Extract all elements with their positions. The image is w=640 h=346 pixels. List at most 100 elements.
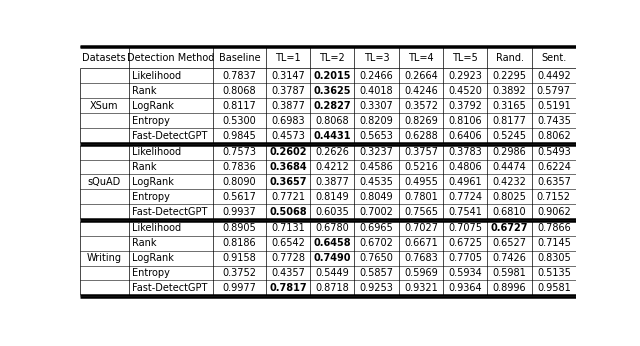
Text: 0.3792: 0.3792 bbox=[448, 101, 482, 111]
Text: 0.6224: 0.6224 bbox=[537, 162, 571, 172]
Text: 0.3752: 0.3752 bbox=[222, 268, 257, 278]
Text: Fast-DetectGPT: Fast-DetectGPT bbox=[132, 207, 207, 217]
Text: 0.8177: 0.8177 bbox=[493, 116, 527, 126]
Text: 0.8718: 0.8718 bbox=[316, 283, 349, 293]
Text: Baseline: Baseline bbox=[219, 53, 260, 63]
Text: 0.6810: 0.6810 bbox=[493, 207, 526, 217]
Text: 0.8305: 0.8305 bbox=[537, 253, 571, 263]
Text: 0.5300: 0.5300 bbox=[223, 116, 256, 126]
Text: LogRank: LogRank bbox=[132, 177, 174, 187]
Text: 0.7683: 0.7683 bbox=[404, 253, 438, 263]
Text: 0.4018: 0.4018 bbox=[360, 86, 394, 96]
Text: 0.2986: 0.2986 bbox=[493, 147, 527, 157]
Text: 0.2015: 0.2015 bbox=[314, 71, 351, 81]
Text: 0.9364: 0.9364 bbox=[449, 283, 482, 293]
Text: 0.4520: 0.4520 bbox=[448, 86, 482, 96]
Text: 0.5216: 0.5216 bbox=[404, 162, 438, 172]
Text: 0.6671: 0.6671 bbox=[404, 238, 438, 248]
Text: 0.5191: 0.5191 bbox=[537, 101, 571, 111]
Text: 0.9158: 0.9158 bbox=[223, 253, 256, 263]
Text: 0.5068: 0.5068 bbox=[269, 207, 307, 217]
Text: 0.3165: 0.3165 bbox=[493, 101, 527, 111]
Text: 0.7131: 0.7131 bbox=[271, 223, 305, 233]
Text: TL=5: TL=5 bbox=[452, 53, 478, 63]
Text: 0.6725: 0.6725 bbox=[448, 238, 482, 248]
Text: 0.6357: 0.6357 bbox=[537, 177, 571, 187]
Text: 0.8209: 0.8209 bbox=[360, 116, 394, 126]
Text: 0.9253: 0.9253 bbox=[360, 283, 394, 293]
Text: 0.7721: 0.7721 bbox=[271, 192, 305, 202]
Text: 0.7801: 0.7801 bbox=[404, 192, 438, 202]
Text: 0.7435: 0.7435 bbox=[537, 116, 571, 126]
Text: Likelihood: Likelihood bbox=[132, 147, 181, 157]
Text: 0.3684: 0.3684 bbox=[269, 162, 307, 172]
Text: 0.6702: 0.6702 bbox=[360, 238, 394, 248]
Text: 0.3787: 0.3787 bbox=[271, 86, 305, 96]
Text: 0.6780: 0.6780 bbox=[316, 223, 349, 233]
Text: Detection Method: Detection Method bbox=[127, 53, 214, 63]
Text: 0.5797: 0.5797 bbox=[537, 86, 571, 96]
Text: 0.3237: 0.3237 bbox=[360, 147, 394, 157]
Text: 0.3307: 0.3307 bbox=[360, 101, 394, 111]
Text: Rank: Rank bbox=[132, 238, 157, 248]
Text: 0.9062: 0.9062 bbox=[537, 207, 571, 217]
Text: 0.9845: 0.9845 bbox=[223, 130, 256, 140]
Text: 0.7837: 0.7837 bbox=[223, 71, 256, 81]
Text: 0.2626: 0.2626 bbox=[316, 147, 349, 157]
Text: 0.9581: 0.9581 bbox=[537, 283, 571, 293]
Text: 0.4492: 0.4492 bbox=[537, 71, 571, 81]
Text: 0.4573: 0.4573 bbox=[271, 130, 305, 140]
Text: 0.7724: 0.7724 bbox=[448, 192, 482, 202]
Text: 0.3657: 0.3657 bbox=[269, 177, 307, 187]
Text: 0.2923: 0.2923 bbox=[448, 71, 482, 81]
Text: 0.6288: 0.6288 bbox=[404, 130, 438, 140]
Text: 0.3147: 0.3147 bbox=[271, 71, 305, 81]
Text: 0.3877: 0.3877 bbox=[271, 101, 305, 111]
Text: 0.7836: 0.7836 bbox=[223, 162, 256, 172]
Text: 0.6727: 0.6727 bbox=[491, 223, 528, 233]
Text: Rank: Rank bbox=[132, 162, 157, 172]
Text: TL=3: TL=3 bbox=[364, 53, 389, 63]
Text: 0.8149: 0.8149 bbox=[316, 192, 349, 202]
Text: 0.7541: 0.7541 bbox=[448, 207, 482, 217]
Text: Fast-DetectGPT: Fast-DetectGPT bbox=[132, 130, 207, 140]
Text: 0.7490: 0.7490 bbox=[314, 253, 351, 263]
Text: 0.8062: 0.8062 bbox=[537, 130, 571, 140]
Text: 0.2466: 0.2466 bbox=[360, 71, 394, 81]
Text: Sent.: Sent. bbox=[541, 53, 566, 63]
Text: 0.6035: 0.6035 bbox=[316, 207, 349, 217]
Text: 0.7817: 0.7817 bbox=[269, 283, 307, 293]
Text: 0.3625: 0.3625 bbox=[314, 86, 351, 96]
Text: 0.5653: 0.5653 bbox=[360, 130, 394, 140]
Text: 0.8068: 0.8068 bbox=[316, 116, 349, 126]
Text: 0.7705: 0.7705 bbox=[448, 253, 482, 263]
Text: 0.8090: 0.8090 bbox=[223, 177, 256, 187]
Text: TL=1: TL=1 bbox=[275, 53, 301, 63]
Text: 0.7002: 0.7002 bbox=[360, 207, 394, 217]
Text: 0.3892: 0.3892 bbox=[493, 86, 527, 96]
Text: 0.4586: 0.4586 bbox=[360, 162, 394, 172]
Text: TL=2: TL=2 bbox=[319, 53, 345, 63]
Text: XSum: XSum bbox=[90, 101, 118, 111]
Text: 0.4357: 0.4357 bbox=[271, 268, 305, 278]
Text: 0.6965: 0.6965 bbox=[360, 223, 394, 233]
Text: 0.8996: 0.8996 bbox=[493, 283, 526, 293]
Text: 0.5493: 0.5493 bbox=[537, 147, 571, 157]
Text: 0.6527: 0.6527 bbox=[493, 238, 527, 248]
Text: 0.8025: 0.8025 bbox=[493, 192, 527, 202]
Text: 0.7027: 0.7027 bbox=[404, 223, 438, 233]
Text: Entropy: Entropy bbox=[132, 192, 170, 202]
Text: 0.9321: 0.9321 bbox=[404, 283, 438, 293]
Text: 0.8905: 0.8905 bbox=[223, 223, 256, 233]
Text: LogRank: LogRank bbox=[132, 101, 174, 111]
Text: 0.5981: 0.5981 bbox=[493, 268, 527, 278]
Text: 0.4212: 0.4212 bbox=[316, 162, 349, 172]
Text: 0.5934: 0.5934 bbox=[449, 268, 482, 278]
Text: 0.7650: 0.7650 bbox=[360, 253, 394, 263]
Text: 0.9977: 0.9977 bbox=[223, 283, 256, 293]
Text: 0.4431: 0.4431 bbox=[314, 130, 351, 140]
Text: 0.7565: 0.7565 bbox=[404, 207, 438, 217]
Text: 0.7426: 0.7426 bbox=[493, 253, 527, 263]
Text: Entropy: Entropy bbox=[132, 116, 170, 126]
Text: 0.8269: 0.8269 bbox=[404, 116, 438, 126]
